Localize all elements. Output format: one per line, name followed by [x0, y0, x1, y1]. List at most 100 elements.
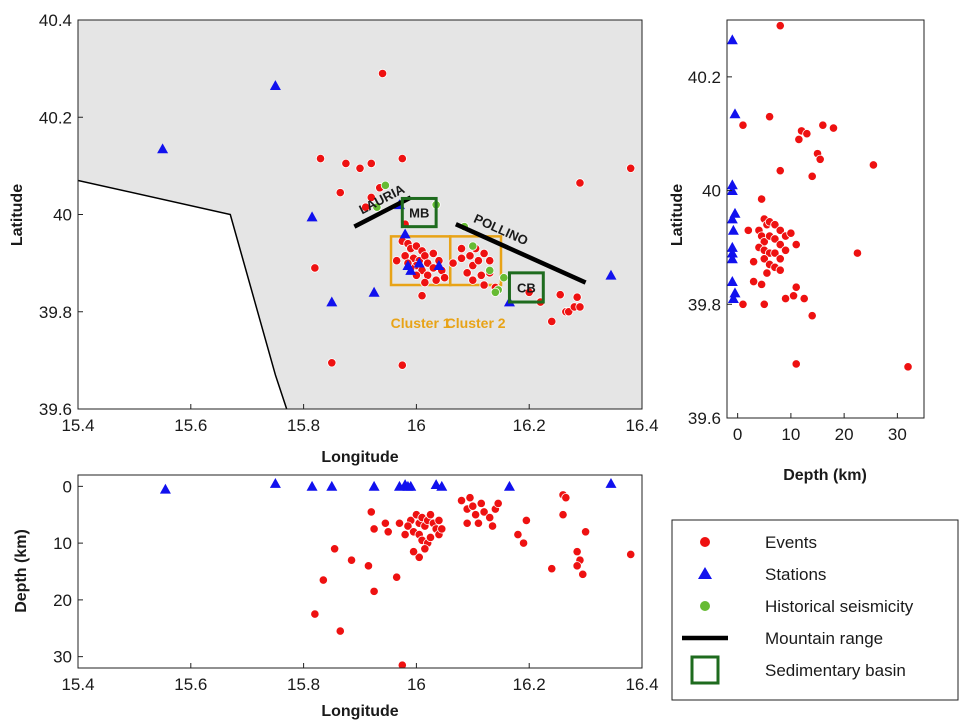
depth-longitude-events-point: [468, 501, 478, 511]
map-events-point: [327, 358, 337, 368]
depth-longitude-x-tick-label: 15.8: [287, 675, 320, 694]
cluster-label: Cluster 1: [391, 315, 451, 331]
map-events-point: [315, 153, 326, 164]
map-events-point: [456, 253, 467, 263]
sedimentary-basin-box: [507, 271, 545, 304]
latitude-depth-events-point: [828, 123, 839, 133]
map-events-point: [485, 256, 495, 266]
map-events-point: [397, 153, 407, 164]
map-events-point: [417, 291, 427, 301]
latitude-depth-events-point: [749, 276, 759, 287]
map-events-point: [626, 163, 636, 173]
depth-longitude-events-point: [434, 515, 444, 526]
map-x-tick-label: 16: [407, 416, 426, 435]
latitude-depth-events-point: [775, 166, 785, 176]
map-events-point: [524, 287, 534, 297]
depth-longitude-x-axis-label: Longitude: [321, 703, 398, 720]
latitude-depth-stations-point: [727, 253, 738, 264]
depth-longitude-events-point: [473, 518, 484, 528]
depth-longitude-marks-layer: [159, 478, 636, 668]
map-events-point: [547, 316, 557, 327]
depth-longitude-events-point: [456, 495, 467, 506]
map-stations-point: [306, 211, 318, 222]
latitude-depth-events-point: [807, 311, 817, 321]
latitude-depth-x-tick-label: 10: [781, 425, 800, 444]
map-events-point: [479, 280, 489, 290]
latitude-depth-events-point: [852, 248, 863, 258]
depth-longitude-stations-point: [503, 480, 515, 491]
map-events-point: [377, 68, 388, 79]
latitude-depth-events-point: [770, 234, 780, 244]
latitude-depth-stations-point: [727, 213, 738, 224]
map-stations-point: [368, 286, 380, 297]
latitude-depth-stations-point: [727, 179, 738, 190]
map-historical-seismicity-point: [468, 241, 478, 251]
map-x-tick-label: 16.2: [513, 416, 546, 435]
depth-longitude-events-point: [397, 660, 407, 668]
map-y-tick-label: 40.2: [39, 108, 72, 127]
depth-longitude-events-point: [580, 527, 591, 537]
map-events-point: [335, 188, 345, 198]
sedimentary-basin-box: [400, 196, 438, 229]
map-events-point: [572, 292, 582, 302]
map-historical-seismicity-point: [490, 287, 500, 297]
latitude-depth-plot-frame: [726, 19, 925, 419]
latitude-depth-x-axis-label: Depth (km): [783, 467, 867, 484]
depth-longitude-events-point: [437, 524, 447, 534]
map-stations-point: [413, 257, 425, 268]
depth-longitude-stations-point: [326, 480, 338, 491]
sedimentary-basin-label: MB: [409, 206, 429, 221]
depth-longitude-events-point: [572, 547, 582, 557]
latitude-depth-events-point: [775, 265, 785, 275]
map-events-point: [361, 202, 371, 212]
depth-longitude-events-point: [425, 510, 436, 520]
map-events-point: [473, 256, 484, 266]
map-events-point: [366, 158, 376, 169]
latitude-depth-events-point: [818, 120, 828, 130]
latitude-depth-y-tick-label: 40: [702, 182, 721, 201]
depth-longitude-events-point: [476, 498, 486, 508]
depth-longitude-events-point: [394, 518, 405, 528]
depth-longitude-y-ticks: 0 10 20 30: [53, 477, 83, 667]
map-stations-point: [433, 260, 445, 270]
depth-longitude-events-point: [572, 561, 582, 571]
map-events-point: [575, 302, 585, 312]
depth-longitude-events-point: [392, 572, 402, 582]
depth-longitude-stations-point: [306, 480, 318, 491]
legend-mountain-range-label: Mountain range: [765, 629, 883, 648]
latitude-depth-events-point: [764, 112, 775, 122]
latitude-depth-events-point: [780, 293, 791, 304]
latitude-depth-stations-point: [727, 185, 738, 195]
depth-longitude-events-point: [487, 521, 498, 531]
map-stations-point: [269, 80, 281, 91]
map-events-point: [555, 290, 565, 300]
latitude-depth-events-point: [807, 171, 817, 181]
depth-longitude-events-point: [383, 527, 393, 537]
latitude-depth-events-point: [775, 254, 785, 264]
legend-items: Events Stations Historical seismicity Mount…: [682, 533, 914, 685]
latitude-depth-events-point: [738, 299, 748, 309]
mountain-range-line: [454, 222, 587, 285]
depth-longitude-events-point: [425, 532, 436, 543]
latitude-depth-x-tick-label: 30: [888, 425, 907, 444]
latitude-depth-events-point: [749, 257, 759, 267]
legend-stations-symbol: [698, 567, 712, 579]
map-x-ticks: 15.4 15.6 15.8 16 16.2 16.4: [61, 404, 659, 435]
depth-longitude-events-point: [369, 586, 379, 596]
latitude-depth-x-ticks: 0 10 20 30: [733, 413, 907, 444]
map-events-point: [392, 256, 402, 266]
map-events-point: [310, 263, 320, 273]
map-historical-seismicity-point: [485, 265, 495, 276]
map-historical-seismicity-point: [380, 180, 390, 190]
map-events-point: [366, 192, 376, 203]
depth-longitude-events-point: [521, 515, 531, 526]
latitude-depth-events-point: [775, 239, 785, 250]
depth-longitude-events-point: [363, 561, 374, 571]
map-events-point: [468, 275, 478, 285]
latitude-depth-events-point: [770, 248, 780, 258]
map-y-tick-label: 40.4: [39, 11, 72, 30]
latitude-depth-events-point: [780, 245, 791, 255]
latitude-depth-stations-point: [727, 247, 738, 258]
latitude-depth-x-tick-label: 20: [835, 425, 854, 444]
